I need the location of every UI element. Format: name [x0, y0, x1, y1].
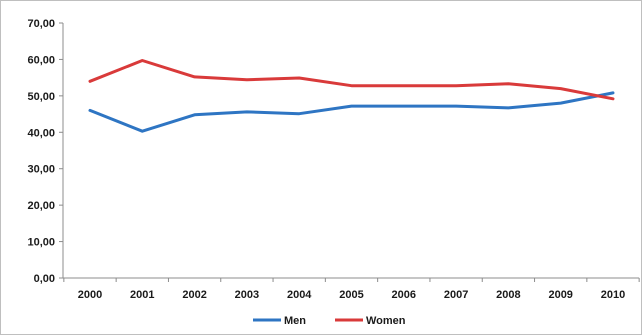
legend-label-women: Women [366, 315, 406, 327]
x-tick-label: 2002 [182, 289, 206, 301]
y-tick-label: 70,00 [27, 18, 55, 30]
series-lines [88, 59, 615, 133]
y-tick-label: 0,00 [34, 273, 55, 285]
x-tick-label: 2005 [339, 289, 363, 301]
legend: Men Women [253, 315, 406, 327]
x-axis-ticks: 2000 2001 2002 2003 2004 2005 2006 2007 2008 2009… [63, 278, 640, 301]
y-tick-label: 60,00 [27, 54, 55, 66]
legend-label-men: Men [284, 315, 306, 327]
y-tick-label: 30,00 [27, 164, 55, 176]
x-tick-label: 2003 [235, 289, 259, 301]
series-line-women [88, 59, 615, 101]
series-line-men [88, 91, 615, 133]
x-tick-label: 2010 [601, 289, 625, 301]
y-tick-label: 40,00 [27, 127, 55, 139]
y-tick-label: 50,00 [27, 91, 55, 103]
x-tick-label: 2000 [78, 289, 102, 301]
x-tick-label: 2006 [392, 289, 416, 301]
y-tick-label: 20,00 [27, 200, 55, 212]
y-axis-ticks: 0,00 10,00 20,00 30,00 40,00 50,00 60,00 70,00 [27, 18, 63, 285]
x-tick-label: 2004 [287, 289, 312, 301]
x-tick-label: 2007 [444, 289, 468, 301]
x-tick-label: 2008 [496, 289, 520, 301]
y-tick-label: 10,00 [27, 237, 55, 249]
x-tick-label: 2001 [130, 289, 154, 301]
axes [62, 23, 640, 279]
x-tick-label: 2009 [548, 289, 572, 301]
